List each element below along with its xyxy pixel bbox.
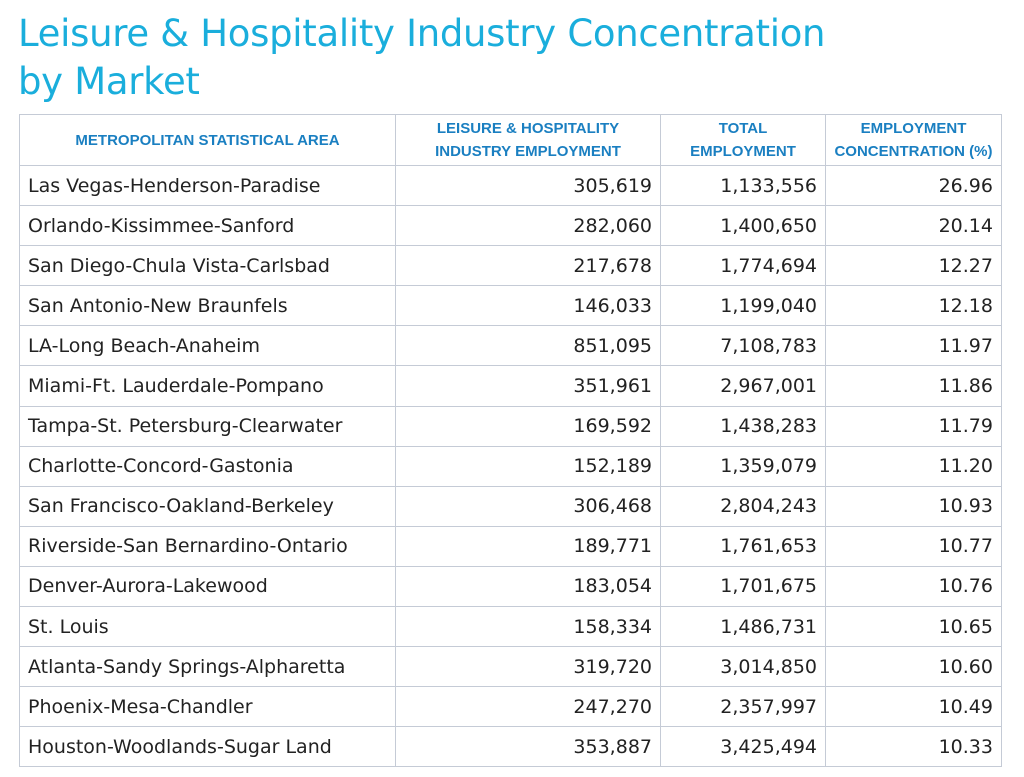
area-name-cell: Houston-Woodlands-Sugar Land [19, 726, 396, 768]
area-name-cell: Orlando-Kissimmee-Sanford [19, 205, 396, 247]
concentration-cell: 10.33 [825, 726, 1002, 768]
table-row: Tampa-St. Petersburg-Clearwater 169,592 1,… [19, 405, 1002, 447]
concentration-cell: 10.65 [825, 606, 1002, 648]
leisure-employment-cell: 319,720 [395, 646, 661, 688]
table-body: Las Vegas-Henderson-Paradise 305,619 1,133… [19, 164, 1002, 768]
table-row: Orlando-Kissimmee-Sanford 282,060 1,400,65… [19, 205, 1002, 247]
leisure-employment-cell: 183,054 [395, 565, 661, 608]
concentration-cell: 12.27 [825, 245, 1002, 287]
table-row: Miami-Ft. Lauderdale-Pompano 351,961 2,967… [19, 365, 1002, 407]
concentration-cell: 10.60 [825, 646, 1002, 688]
concentration-cell: 11.86 [825, 365, 1002, 407]
table-row: LA-Long Beach-Anaheim 851,095 7,108,783 11.… [19, 325, 1002, 367]
table-row: Denver-Aurora-Lakewood 183,054 1,701,675 10… [19, 565, 1002, 608]
total-employment-cell: 2,804,243 [660, 485, 826, 527]
leisure-employment-cell: 305,619 [395, 164, 661, 207]
area-name-cell: Phoenix-Mesa-Chandler [19, 686, 396, 728]
leisure-employment-cell: 146,033 [395, 285, 661, 327]
total-employment-cell: 1,486,731 [660, 606, 826, 648]
area-name-cell: Denver-Aurora-Lakewood [19, 565, 396, 608]
concentration-cell: 12.18 [825, 285, 1002, 327]
table-row: San Antonio-New Braunfels 146,033 1,199,04… [19, 285, 1002, 327]
table-row: San Diego-Chula Vista-Carlsbad 217,678 1,7… [19, 245, 1002, 287]
page-title: Leisure & Hospitality Industry Concentra… [18, 10, 918, 106]
table-row: Houston-Woodlands-Sugar Land 353,887 3,425… [19, 726, 1002, 768]
concentration-cell: 10.49 [825, 686, 1002, 728]
page-title-line-1: Leisure & Hospitality Industry Concentra… [18, 12, 826, 55]
area-name-cell: Atlanta-Sandy Springs-Alpharetta [19, 646, 396, 688]
total-employment-cell: 1,761,653 [660, 525, 826, 567]
table-header-row: Metropolitan Statistical Area Leisure & … [19, 114, 1002, 166]
concentration-cell: 26.96 [825, 164, 1002, 207]
total-employment-cell: 3,014,850 [660, 646, 826, 688]
table-row: St. Louis 158,334 1,486,731 10.65 [19, 606, 1002, 648]
area-name-cell: San Diego-Chula Vista-Carlsbad [19, 245, 396, 287]
table-row: Las Vegas-Henderson-Paradise 305,619 1,133… [19, 164, 1002, 207]
concentration-table: Metropolitan Statistical Area Leisure & … [19, 114, 1002, 768]
leisure-employment-cell: 189,771 [395, 525, 661, 567]
area-name-cell: Tampa-St. Petersburg-Clearwater [19, 405, 396, 447]
area-name-cell: Charlotte-Concord-Gastonia [19, 445, 396, 487]
leisure-employment-cell: 306,468 [395, 485, 661, 527]
total-employment-cell: 1,400,650 [660, 205, 826, 247]
concentration-cell: 10.93 [825, 485, 1002, 527]
area-name-cell: San Antonio-New Braunfels [19, 285, 396, 327]
column-header-leisure-employment: Leisure & Hospitality Industry Employmen… [395, 114, 661, 166]
leisure-employment-cell: 282,060 [395, 205, 661, 247]
area-name-cell: Riverside-San Bernardino-Ontario [19, 525, 396, 567]
total-employment-cell: 2,357,997 [660, 686, 826, 728]
total-employment-cell: 1,701,675 [660, 565, 826, 608]
concentration-cell: 20.14 [825, 205, 1002, 247]
area-name-cell: Miami-Ft. Lauderdale-Pompano [19, 365, 396, 407]
table-row: Atlanta-Sandy Springs-Alpharetta 319,720 3… [19, 646, 1002, 688]
page-title-line-2: by Market [18, 60, 200, 103]
concentration-cell: 10.76 [825, 565, 1002, 608]
column-header-concentration: Employment Concentration (%) [825, 114, 1002, 166]
table-row: Phoenix-Mesa-Chandler 247,270 2,357,997 10.… [19, 686, 1002, 728]
area-name-cell: St. Louis [19, 606, 396, 648]
total-employment-cell: 1,199,040 [660, 285, 826, 327]
table-row: Riverside-San Bernardino-Ontario 189,771 1… [19, 525, 1002, 567]
column-header-total-employment: Total Employment [660, 114, 826, 166]
concentration-cell: 10.77 [825, 525, 1002, 567]
total-employment-cell: 7,108,783 [660, 325, 826, 367]
leisure-employment-cell: 247,270 [395, 686, 661, 728]
leisure-employment-cell: 353,887 [395, 726, 661, 768]
area-name-cell: San Francisco-Oakland-Berkeley [19, 485, 396, 527]
area-name-cell: Las Vegas-Henderson-Paradise [19, 164, 396, 207]
concentration-cell: 11.97 [825, 325, 1002, 367]
concentration-cell: 11.20 [825, 445, 1002, 487]
total-employment-cell: 1,133,556 [660, 164, 826, 207]
leisure-employment-cell: 217,678 [395, 245, 661, 287]
total-employment-cell: 3,425,494 [660, 726, 826, 768]
total-employment-cell: 2,967,001 [660, 365, 826, 407]
leisure-employment-cell: 158,334 [395, 606, 661, 648]
area-name-cell: LA-Long Beach-Anaheim [19, 325, 396, 367]
column-header-area: Metropolitan Statistical Area [19, 114, 396, 166]
table-row: Charlotte-Concord-Gastonia 152,189 1,359,0… [19, 445, 1002, 487]
table-row: San Francisco-Oakland-Berkeley 306,468 2,8… [19, 485, 1002, 527]
concentration-cell: 11.79 [825, 405, 1002, 447]
leisure-employment-cell: 851,095 [395, 325, 661, 367]
leisure-employment-cell: 351,961 [395, 365, 661, 407]
leisure-employment-cell: 169,592 [395, 405, 661, 447]
total-employment-cell: 1,359,079 [660, 445, 826, 487]
total-employment-cell: 1,438,283 [660, 405, 826, 447]
leisure-employment-cell: 152,189 [395, 445, 661, 487]
total-employment-cell: 1,774,694 [660, 245, 826, 287]
